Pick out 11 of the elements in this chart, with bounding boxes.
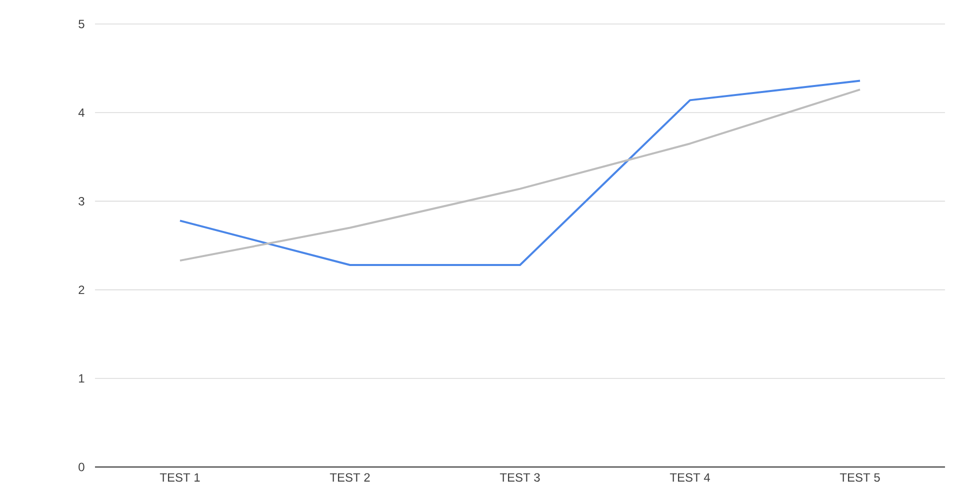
y-tick-label: 2 <box>78 286 84 294</box>
x-tick-label: TEST 1 <box>160 473 200 482</box>
x-tick-label: TEST 2 <box>330 473 370 482</box>
y-tick-label: 0 <box>78 462 84 472</box>
y-tick-label: 5 <box>78 20 84 28</box>
y-tick-label: 3 <box>78 196 84 206</box>
y-tick-label: 1 <box>79 374 84 383</box>
y-tick-label: 4 <box>78 108 84 117</box>
x-tick-label: TEST 3 <box>500 473 540 482</box>
x-tick-label: TEST 5 <box>840 473 880 482</box>
x-tick-label: TEST 4 <box>670 473 710 482</box>
